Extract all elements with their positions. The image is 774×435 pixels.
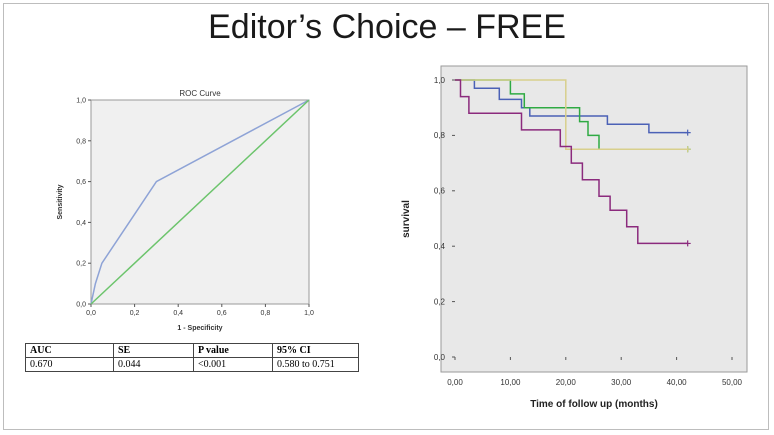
roc-title: ROC Curve <box>179 89 221 98</box>
roc-x-tick-label: 0,0 <box>86 310 96 317</box>
roc-series-0-line <box>90 99 310 305</box>
roc-x-tick-label: 0,2 <box>130 310 140 317</box>
survival-y-tick-label: 1,0 <box>434 76 446 85</box>
roc-y-tick-label: 0,2 <box>76 261 86 268</box>
roc-y-tick-label: 0,4 <box>76 220 86 227</box>
stats-value-auc: 0.670 <box>25 357 114 372</box>
roc-series-1-line <box>90 99 310 305</box>
stats-value-ci: 0.580 to 0.751 <box>272 357 359 372</box>
survival-y-tick-label: 0,8 <box>434 131 446 140</box>
survival-plot-area <box>440 65 748 373</box>
survival-y-axis-label: survival <box>401 200 412 238</box>
roc-y-axis-label: Sensitivity <box>57 184 64 219</box>
survival-series-2-censor-mark <box>684 146 691 153</box>
stats-header-ci: 95% CI <box>272 343 359 358</box>
roc-y-tick-label: 0,8 <box>76 138 86 145</box>
survival-x-tick-label: 40,00 <box>667 378 688 387</box>
survival-y-tick-label: 0,6 <box>434 187 446 196</box>
stats-header-row: AUC SE P value 95% CI <box>25 343 359 358</box>
survival-x-tick-label: 20,00 <box>556 378 577 387</box>
survival-series-3-line <box>455 79 688 245</box>
survival-series-2-line <box>455 79 688 151</box>
survival-series-0-censor-mark <box>684 129 691 136</box>
survival-y-tick-label: 0,4 <box>434 242 446 251</box>
roc-y-tick-label: 0,6 <box>76 179 86 186</box>
survival-x-tick-label: 50,00 <box>722 378 743 387</box>
survival-x-tick-label: 30,00 <box>611 378 632 387</box>
roc-x-tick-label: 0,8 <box>261 310 271 317</box>
stats-table: AUC SE P value 95% CI 0.670 0.044 <0.001… <box>25 343 359 372</box>
stats-value-p-value: <0.001 <box>193 357 273 372</box>
roc-y-tick-label: 1,0 <box>76 97 86 104</box>
roc-x-axis-label: 1 - Specificity <box>177 325 222 332</box>
roc-y-tick-label: 0,0 <box>76 301 86 308</box>
stats-header-se: SE <box>113 343 194 358</box>
stats-value-row: 0.670 0.044 <0.001 0.580 to 0.751 <box>25 357 359 372</box>
survival-y-tick-label: 0,2 <box>434 297 446 306</box>
roc-x-tick-label: 1,0 <box>304 310 314 317</box>
stats-value-se: 0.044 <box>113 357 194 372</box>
survival-x-axis-label: Time of follow up (months) <box>530 399 658 410</box>
survival-series-1-line <box>455 79 688 151</box>
slide-title: Editor’s Choice – FREE <box>208 8 566 46</box>
roc-x-tick-label: 0,4 <box>173 310 183 317</box>
survival-x-tick-label: 10,00 <box>500 378 521 387</box>
stats-header-auc: AUC <box>25 343 114 358</box>
survival-y-tick-label: 0,0 <box>434 353 446 362</box>
stats-header-p-value: P value <box>193 343 273 358</box>
survival-series-3-censor-mark <box>684 240 691 247</box>
survival-x-tick-label: 0,00 <box>447 378 463 387</box>
roc-x-tick-label: 0,6 <box>217 310 227 317</box>
